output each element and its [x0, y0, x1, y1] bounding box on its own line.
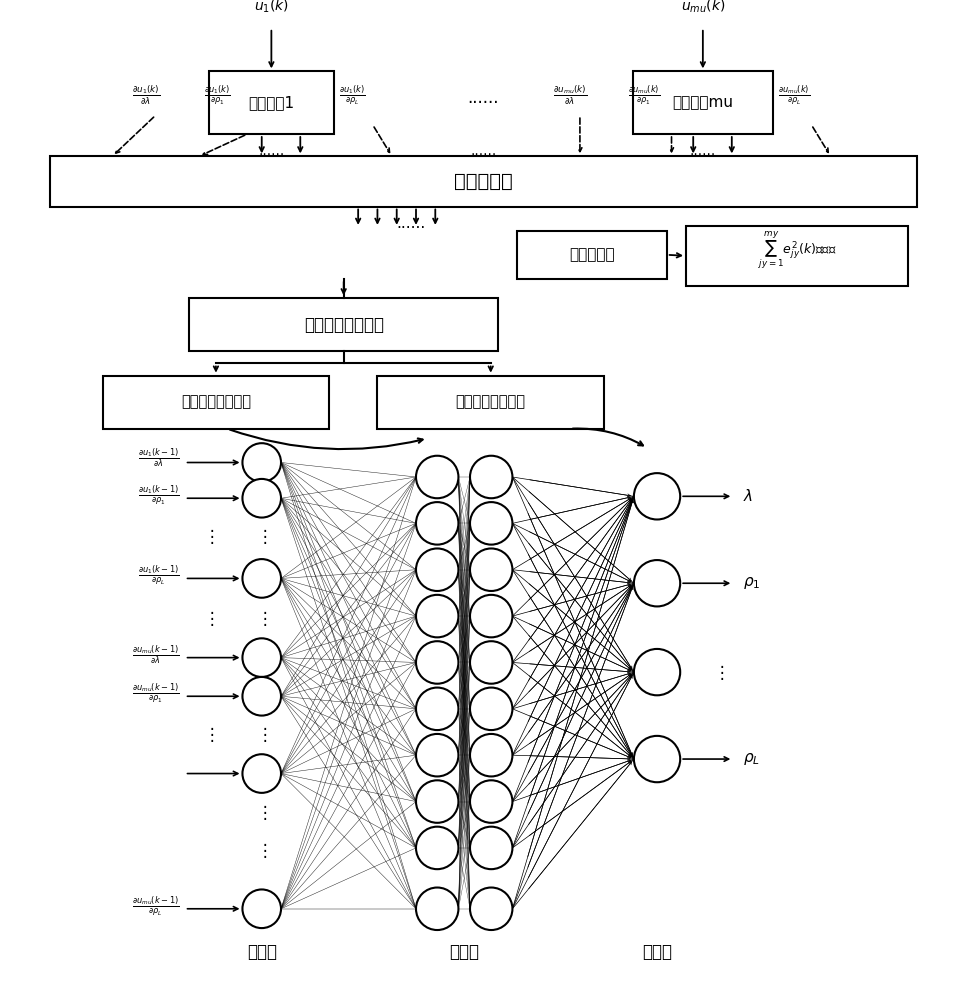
FancyBboxPatch shape — [103, 376, 329, 429]
Circle shape — [470, 888, 513, 930]
Circle shape — [243, 638, 281, 677]
Text: 隐含层: 隐含层 — [450, 943, 480, 961]
Text: $\vdots$: $\vdots$ — [203, 527, 215, 546]
Text: 梯度下降法: 梯度下降法 — [570, 247, 615, 262]
Text: $\frac{\partial u_1(k-1)}{\partial \lambda}$: $\frac{\partial u_1(k-1)}{\partial \lamb… — [138, 446, 180, 469]
Text: $\frac{\partial u_1(k-1)}{\partial \rho_1}$: $\frac{\partial u_1(k-1)}{\partial \rho_… — [138, 484, 180, 507]
Text: ......: ...... — [258, 144, 284, 158]
Circle shape — [243, 754, 281, 793]
Circle shape — [416, 595, 458, 637]
Circle shape — [416, 456, 458, 498]
Text: ......: ...... — [689, 144, 716, 158]
Text: 更新输出层权系数: 更新输出层权系数 — [455, 395, 526, 410]
FancyBboxPatch shape — [190, 298, 498, 351]
Text: $\lambda$: $\lambda$ — [743, 488, 753, 504]
Circle shape — [634, 473, 680, 519]
Text: 梯度信息1: 梯度信息1 — [249, 95, 294, 110]
Circle shape — [470, 595, 513, 637]
Text: $\vdots$: $\vdots$ — [714, 663, 724, 682]
Text: $\rho_1$: $\rho_1$ — [743, 575, 760, 591]
Text: $\vdots$: $\vdots$ — [256, 725, 267, 744]
FancyBboxPatch shape — [49, 156, 918, 207]
Text: $\vdots$: $\vdots$ — [256, 609, 267, 628]
Circle shape — [416, 827, 458, 869]
Circle shape — [416, 548, 458, 591]
Circle shape — [470, 734, 513, 776]
Circle shape — [634, 649, 680, 695]
Text: $\vdots$: $\vdots$ — [203, 609, 215, 628]
Text: $\frac{\partial u_{mu}(k-1)}{\partial \rho_1}$: $\frac{\partial u_{mu}(k-1)}{\partial \r… — [132, 682, 180, 705]
Circle shape — [470, 548, 513, 591]
Text: $\frac{\partial u_1(k)}{\partial \lambda}$: $\frac{\partial u_1(k)}{\partial \lambda… — [132, 83, 161, 107]
Text: $\sum_{jy=1}^{my} e_{jy}^2(k)$最小化: $\sum_{jy=1}^{my} e_{jy}^2(k)$最小化 — [757, 229, 836, 271]
Circle shape — [470, 456, 513, 498]
Text: $\rho_L$: $\rho_L$ — [743, 751, 760, 767]
Text: $\frac{\partial u_{mu}(k-1)}{\partial \lambda}$: $\frac{\partial u_{mu}(k-1)}{\partial \l… — [132, 643, 180, 666]
Text: $u_{mu}(k)$: $u_{mu}(k)$ — [681, 0, 725, 15]
Circle shape — [243, 677, 281, 716]
Text: 系统误差反向传播: 系统误差反向传播 — [304, 316, 384, 334]
Text: $\frac{\partial u_{mu}(k)}{\partial \rho_L}$: $\frac{\partial u_{mu}(k)}{\partial \rho… — [777, 83, 809, 107]
Circle shape — [470, 641, 513, 684]
Circle shape — [416, 502, 458, 545]
Text: $\frac{\partial u_1(k-1)}{\partial \rho_L}$: $\frac{\partial u_1(k-1)}{\partial \rho_… — [138, 564, 180, 587]
FancyBboxPatch shape — [209, 71, 334, 134]
Text: $\vdots$: $\vdots$ — [256, 803, 267, 822]
Text: 梯度信息mu: 梯度信息mu — [672, 95, 733, 110]
Text: ......: ...... — [396, 216, 425, 231]
Circle shape — [416, 734, 458, 776]
Circle shape — [470, 780, 513, 823]
Text: ......: ...... — [470, 144, 497, 158]
Circle shape — [470, 502, 513, 545]
FancyBboxPatch shape — [686, 226, 908, 286]
Text: 输出层: 输出层 — [642, 943, 672, 961]
Circle shape — [416, 888, 458, 930]
Text: $\frac{\partial u_{mu}(k)}{\partial \rho_1}$: $\frac{\partial u_{mu}(k)}{\partial \rho… — [629, 83, 660, 107]
Circle shape — [634, 736, 680, 782]
Circle shape — [416, 780, 458, 823]
Text: $\frac{\partial u_{mu}(k-1)}{\partial \rho_L}$: $\frac{\partial u_{mu}(k-1)}{\partial \r… — [132, 894, 180, 918]
Text: $\frac{\partial u_{mu}(k)}{\partial \lambda}$: $\frac{\partial u_{mu}(k)}{\partial \lam… — [553, 83, 587, 107]
FancyBboxPatch shape — [377, 376, 604, 429]
Text: $\frac{\partial u_1(k)}{\partial \rho_1}$: $\frac{\partial u_1(k)}{\partial \rho_1}… — [204, 83, 230, 107]
Text: ......: ...... — [468, 89, 499, 107]
Circle shape — [416, 688, 458, 730]
Text: $\frac{\partial u_1(k)}{\partial \rho_L}$: $\frac{\partial u_1(k)}{\partial \rho_L}… — [338, 83, 366, 107]
Text: 输入层: 输入层 — [247, 943, 277, 961]
Circle shape — [243, 889, 281, 928]
Circle shape — [470, 688, 513, 730]
Circle shape — [416, 641, 458, 684]
FancyBboxPatch shape — [633, 71, 773, 134]
Text: $u_1(k)$: $u_1(k)$ — [254, 0, 289, 15]
Circle shape — [243, 479, 281, 518]
Text: 梯度信息集: 梯度信息集 — [454, 172, 513, 191]
Text: $\vdots$: $\vdots$ — [256, 527, 267, 546]
Circle shape — [470, 827, 513, 869]
Circle shape — [243, 443, 281, 482]
FancyBboxPatch shape — [517, 231, 666, 279]
Circle shape — [634, 560, 680, 606]
Text: $\vdots$: $\vdots$ — [203, 725, 215, 744]
Text: 更新隐含层权系数: 更新隐含层权系数 — [181, 395, 250, 410]
Text: $\vdots$: $\vdots$ — [256, 841, 267, 860]
Circle shape — [243, 559, 281, 598]
